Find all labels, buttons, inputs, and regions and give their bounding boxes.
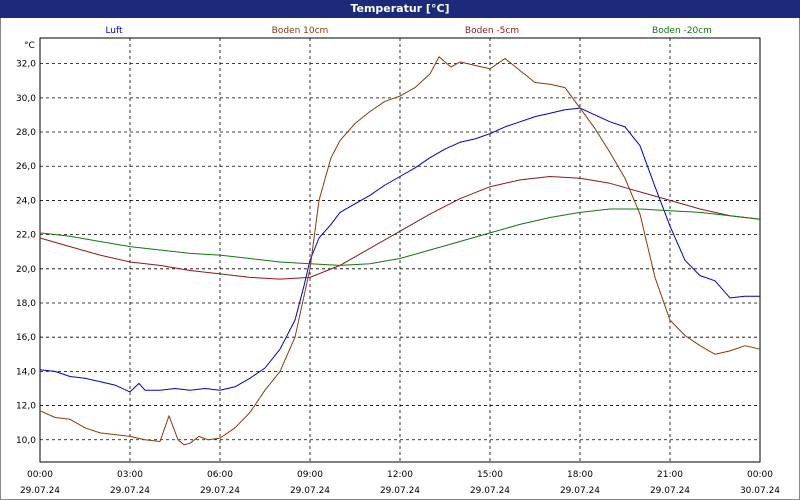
x-tick-time: 18:00 — [567, 470, 593, 480]
series-line-boden-20cm — [39, 208, 761, 266]
grid — [40, 38, 760, 462]
y-tick-label: 14,0 — [16, 367, 36, 377]
legend-entry: Boden 10cm — [272, 26, 329, 36]
y-axis-unit: °C — [24, 41, 35, 51]
x-tick-time: 00:00 — [747, 470, 773, 480]
window-title: Temperatur [°C] — [0, 0, 800, 18]
y-tick-labels: 10,0 12,0 14,0 16,0 18,0 20,0 22,0 24,0 26,0 28,0… — [16, 60, 36, 446]
x-tick-date: 29.07.24 — [470, 486, 510, 496]
legend-entry: Boden -5cm — [465, 26, 519, 36]
y-tick-label: 30,0 — [16, 94, 36, 104]
legend-entry: Boden -20cm — [652, 26, 712, 36]
x-tick-time: 06:00 — [207, 470, 233, 480]
x-tick-time: 09:00 — [297, 470, 323, 480]
series-line-boden-5cm — [39, 176, 761, 280]
y-tick-label: 20,0 — [16, 265, 36, 275]
y-tick-label: 22,0 — [16, 231, 36, 241]
x-tick-date: 29.07.24 — [290, 486, 330, 496]
y-tick-label: 18,0 — [16, 299, 36, 309]
series-line-luft — [39, 107, 760, 393]
y-tick-label: 24,0 — [16, 196, 36, 206]
x-tick-date: 29.07.24 — [650, 486, 690, 496]
y-tick-label: 26,0 — [16, 162, 36, 172]
x-tick-labels: 00:00 29.07.24 03:00 29.07.24 06:00 29.07.24 0… — [20, 470, 780, 496]
x-tick-date: 30.07.24 — [740, 486, 780, 496]
series-line-boden-10cm — [39, 56, 761, 446]
x-tick-time: 15:00 — [477, 470, 503, 480]
y-tick-label: 12,0 — [16, 402, 36, 412]
legend-entry: Luft — [105, 26, 123, 36]
y-tick-label: 10,0 — [16, 436, 36, 446]
x-tick-time: 21:00 — [657, 470, 683, 480]
y-tick-label: 16,0 — [16, 333, 36, 343]
x-tick-time: 12:00 — [387, 470, 413, 480]
legend: Luft Boden 10cm Boden -5cm Boden -20cm — [105, 26, 712, 36]
x-tick-date: 29.07.24 — [20, 486, 60, 496]
x-tick-date: 29.07.24 — [110, 486, 150, 496]
y-tick-label: 32,0 — [16, 60, 36, 70]
x-tick-time: 00:00 — [27, 470, 53, 480]
x-tick-time: 03:00 — [117, 470, 143, 480]
y-tick-label: 28,0 — [16, 128, 36, 138]
x-tick-date: 29.07.24 — [200, 486, 240, 496]
x-tick-date: 29.07.24 — [380, 486, 420, 496]
plot-area — [39, 37, 761, 463]
x-tick-date: 29.07.24 — [560, 486, 600, 496]
series-lines — [39, 56, 761, 446]
